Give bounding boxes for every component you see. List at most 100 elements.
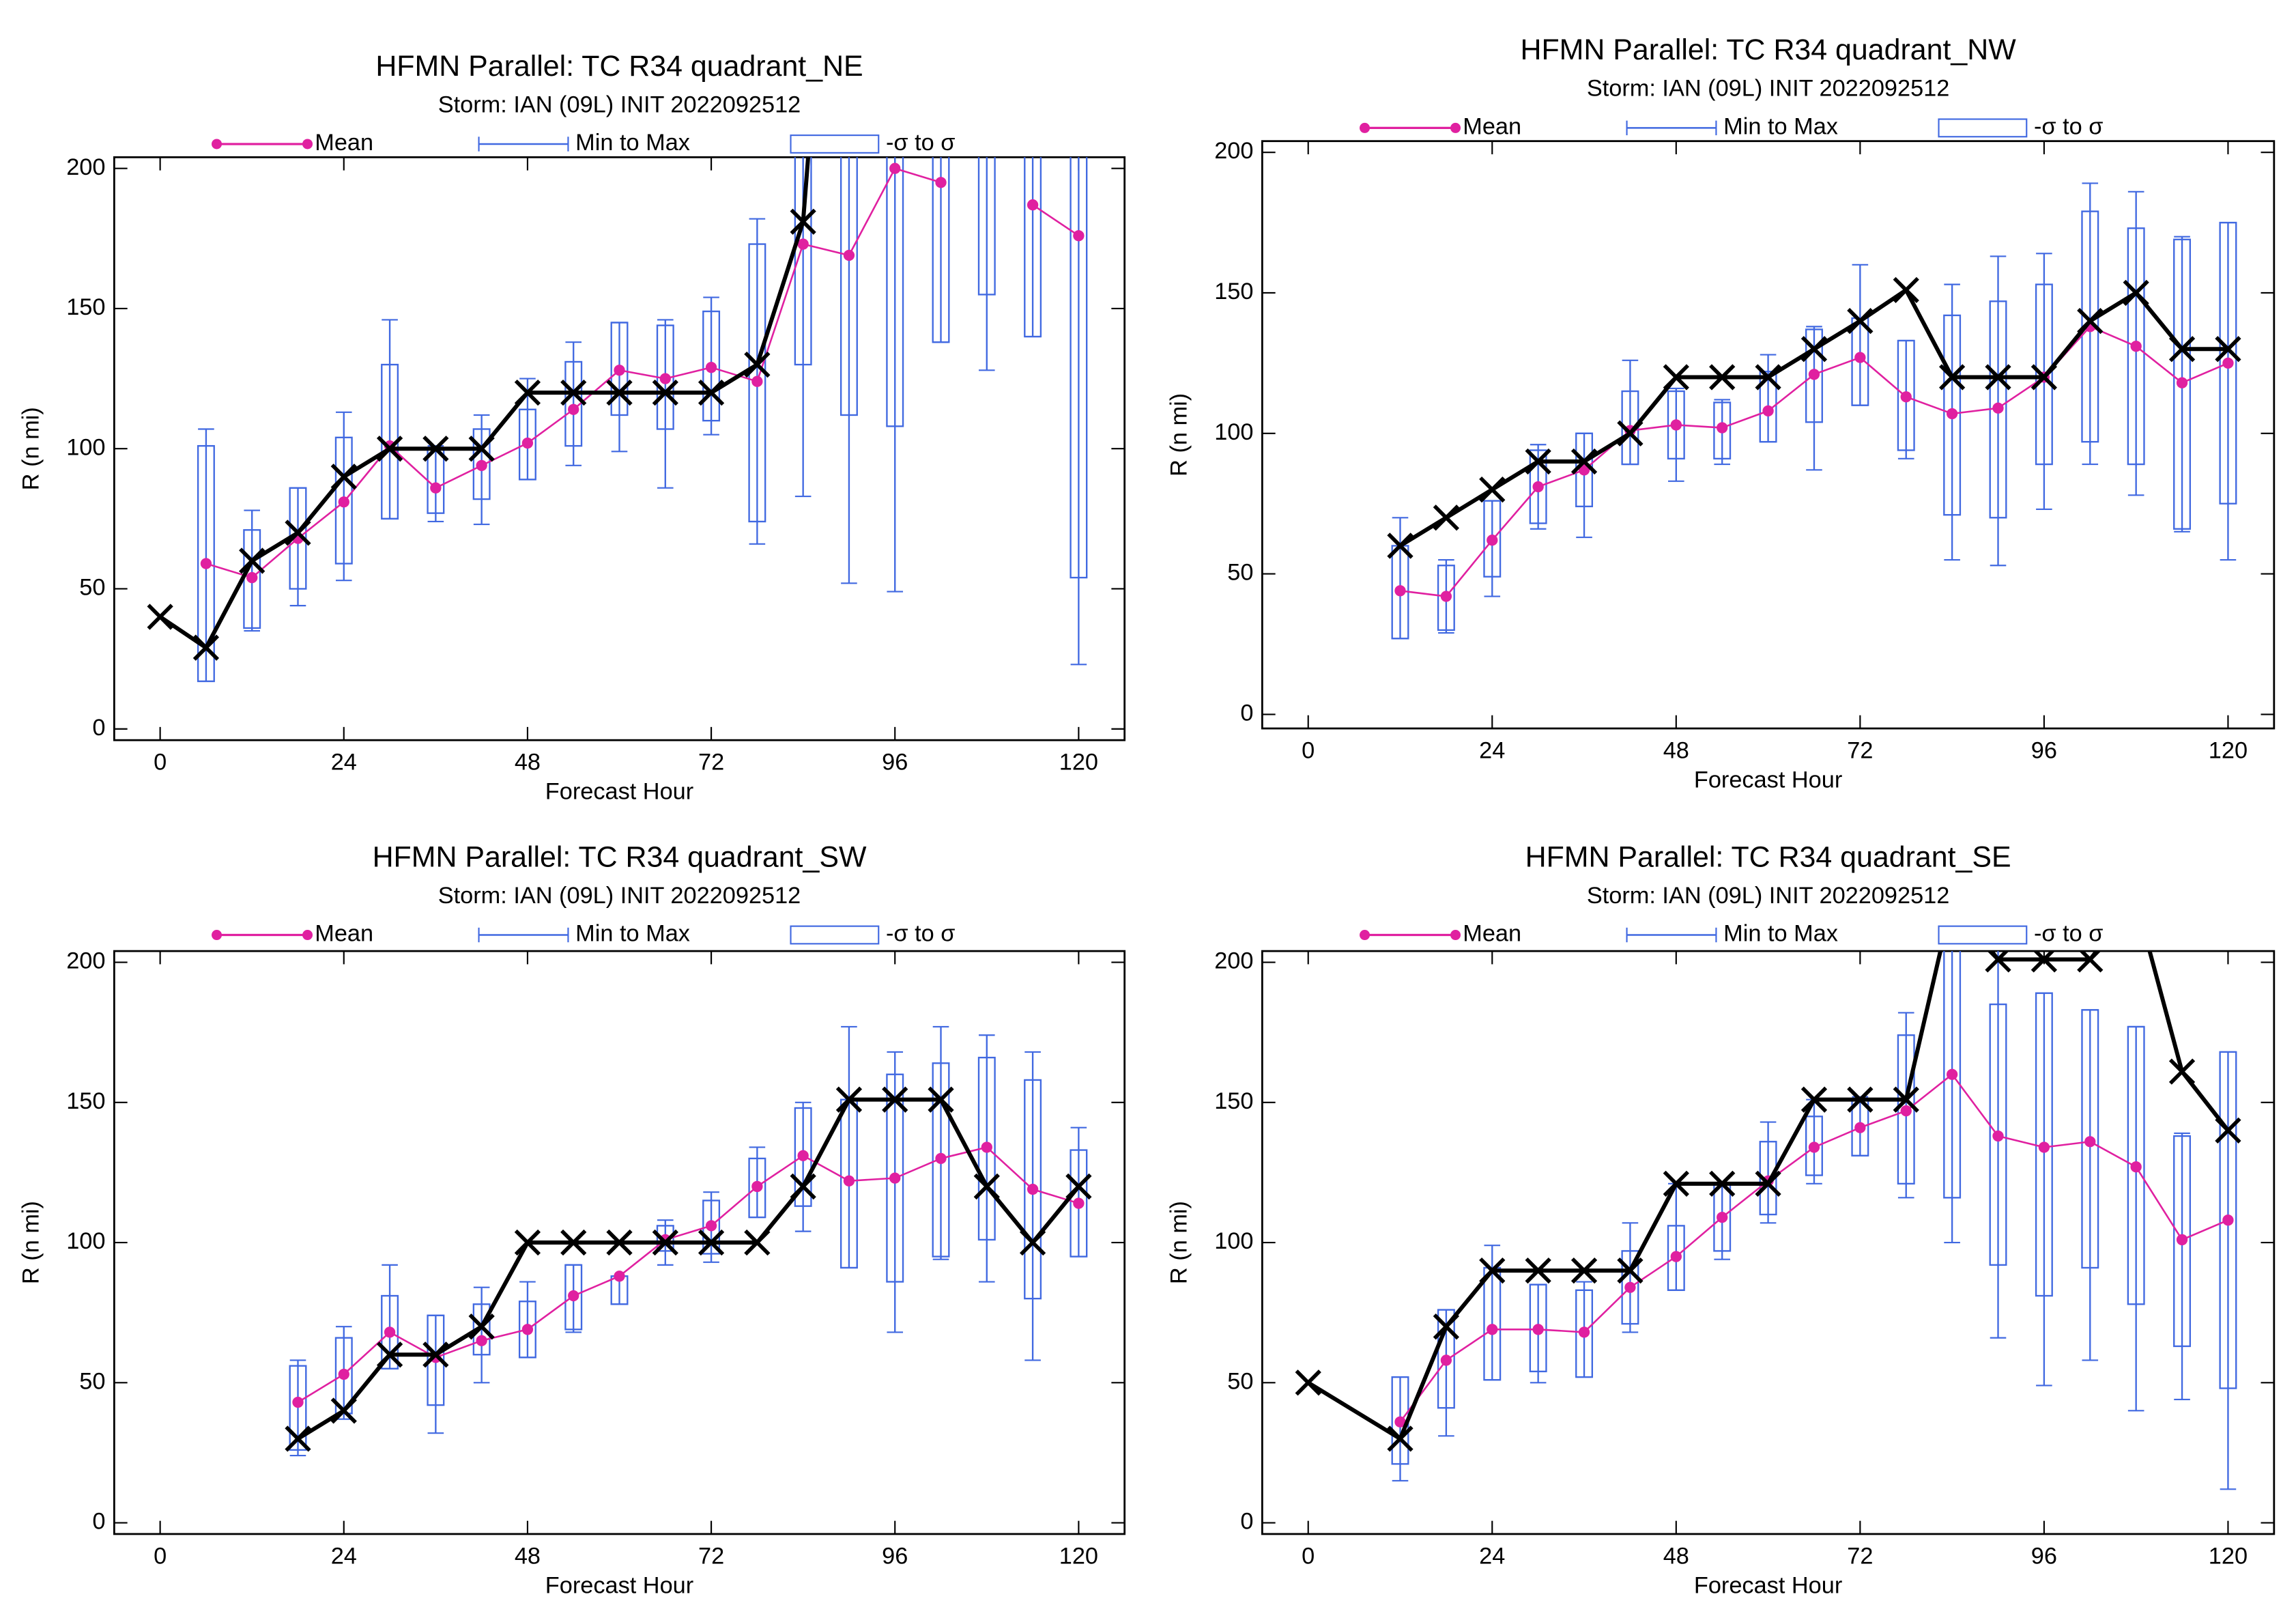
- sigma-box: [1437, 1309, 1455, 1409]
- mean-marker: [614, 1271, 625, 1282]
- sigma-box: [518, 1301, 536, 1359]
- sigma-box: [1070, 1149, 1088, 1258]
- y-axis-label: R (n mi): [18, 407, 44, 490]
- sigma-box: [656, 1225, 674, 1252]
- legend-label: Mean: [1463, 113, 1521, 139]
- chart-subtitle: Storm: IAN (09L) INIT 2022092512: [438, 91, 801, 117]
- best-track-marker: [1019, 1229, 1046, 1256]
- mean-marker: [1900, 1105, 1912, 1117]
- x-tick-label: 0: [1302, 1543, 1315, 1569]
- chart-subtitle: Storm: IAN (09L) INIT 2022092512: [1587, 76, 1950, 102]
- best-track-marker: [744, 1229, 771, 1256]
- mean-marker: [1762, 405, 1774, 417]
- x-axis-label: Forecast Hour: [545, 1572, 693, 1598]
- sigma-box: [748, 243, 766, 523]
- mean-marker: [705, 1220, 717, 1232]
- sigma-box: [1621, 1250, 1639, 1325]
- mean-marker: [2130, 341, 2142, 352]
- legend-marker: [1450, 929, 1461, 941]
- mean-marker: [751, 1180, 763, 1193]
- mean-marker: [1808, 1141, 1820, 1153]
- mean-marker: [705, 362, 717, 373]
- mean-marker: [1992, 402, 2004, 414]
- legend: Mean Min to Max -σ to σ: [212, 921, 955, 947]
- best-track-marker: [790, 208, 816, 235]
- best-track-marker: [1755, 1170, 1781, 1197]
- plot-frame: [1261, 950, 2276, 1535]
- best-track-marker: [2215, 336, 2241, 363]
- y-tick-label: 100: [1214, 419, 1253, 445]
- sigma-box: [702, 310, 721, 422]
- legend-label: Min to Max: [1723, 113, 1838, 139]
- best-track-marker: [882, 1086, 908, 1113]
- mean-marker: [521, 1324, 534, 1335]
- sigma-box: [1483, 1266, 1502, 1381]
- sigma-box: [1989, 1003, 2007, 1266]
- y-tick-label: 100: [1214, 1228, 1253, 1254]
- best-track-marker: [1525, 448, 1551, 475]
- best-track-marker: [514, 379, 541, 406]
- x-tick-label: 48: [1663, 737, 1689, 763]
- mean-marker: [1487, 535, 1498, 546]
- best-track-marker: [2077, 951, 2104, 973]
- best-track-marker: [2123, 279, 2149, 307]
- mean-marker: [200, 558, 212, 569]
- best-track-marker: [2030, 951, 2058, 973]
- mean-marker: [2176, 1234, 2188, 1246]
- legend: Mean Min to Max -σ to σ: [212, 130, 955, 156]
- best-track-marker: [606, 379, 633, 406]
- best-track-marker: [2215, 1117, 2241, 1144]
- sigma-box: [2219, 1051, 2237, 1389]
- mean-marker: [2176, 377, 2188, 388]
- x-tick-label: 24: [1479, 1543, 1505, 1569]
- best-track-marker: [2077, 308, 2104, 335]
- best-track-marker: [1295, 1369, 1321, 1396]
- y-tick-label: 150: [66, 294, 105, 320]
- best-track-marker: [1479, 476, 1506, 503]
- mean-marker: [292, 1396, 304, 1408]
- best-track-marker: [514, 1229, 541, 1256]
- mean-marker: [568, 403, 579, 415]
- legend-label: Min to Max: [1723, 921, 1838, 947]
- best-track-marker: [1709, 364, 1736, 391]
- best-track-marker: [468, 1314, 495, 1340]
- sigma-box: [334, 436, 353, 565]
- legend: Mean Min to Max -σ to σ: [1360, 921, 2103, 947]
- sigma-box: [2219, 221, 2237, 505]
- sigma-box: [1851, 317, 1869, 406]
- sigma-box: [197, 444, 215, 683]
- mean-marker: [1394, 1416, 1406, 1428]
- mean-marker: [797, 1150, 809, 1161]
- best-track-marker: [1800, 1086, 1828, 1113]
- y-tick-label: 200: [66, 948, 105, 974]
- sigma-box: [1024, 157, 1042, 338]
- legend-marker: [1450, 122, 1461, 133]
- mean-marker: [1946, 408, 1958, 420]
- mean-marker: [1073, 1197, 1085, 1209]
- sigma-box: [472, 428, 491, 500]
- plot-area: [1387, 182, 2241, 640]
- y-tick-label: 150: [1214, 1088, 1253, 1114]
- y-tick-label: 0: [92, 715, 105, 741]
- legend-label: Min to Max: [575, 130, 690, 156]
- mean-marker: [568, 1290, 579, 1302]
- sigma-box: [289, 1365, 307, 1451]
- mean-marker: [1578, 464, 1590, 476]
- mean-marker: [1624, 1281, 1636, 1293]
- legend-label: Min to Max: [575, 921, 690, 947]
- mean-marker: [1440, 1354, 1452, 1366]
- mean-marker: [935, 177, 947, 188]
- mean-marker: [246, 571, 258, 584]
- x-tick-label: 120: [1059, 1543, 1098, 1569]
- panel: HFMN Parallel: TC R34 quadrant_SE Storm: …: [1166, 840, 2276, 1598]
- best-track-marker: [1755, 364, 1781, 391]
- best-track-marker: [698, 1229, 725, 1256]
- chart-subtitle: Storm: IAN (09L) INIT 2022092512: [438, 883, 801, 909]
- sigma-box: [564, 1264, 583, 1331]
- best-track-marker: [147, 604, 173, 630]
- sigma-box: [1805, 1116, 1823, 1176]
- sigma-box: [840, 157, 858, 416]
- best-track-marker: [1985, 951, 2011, 973]
- mean-marker: [1946, 1068, 1958, 1080]
- chart-subtitle: Storm: IAN (09L) INIT 2022092512: [1587, 883, 1950, 909]
